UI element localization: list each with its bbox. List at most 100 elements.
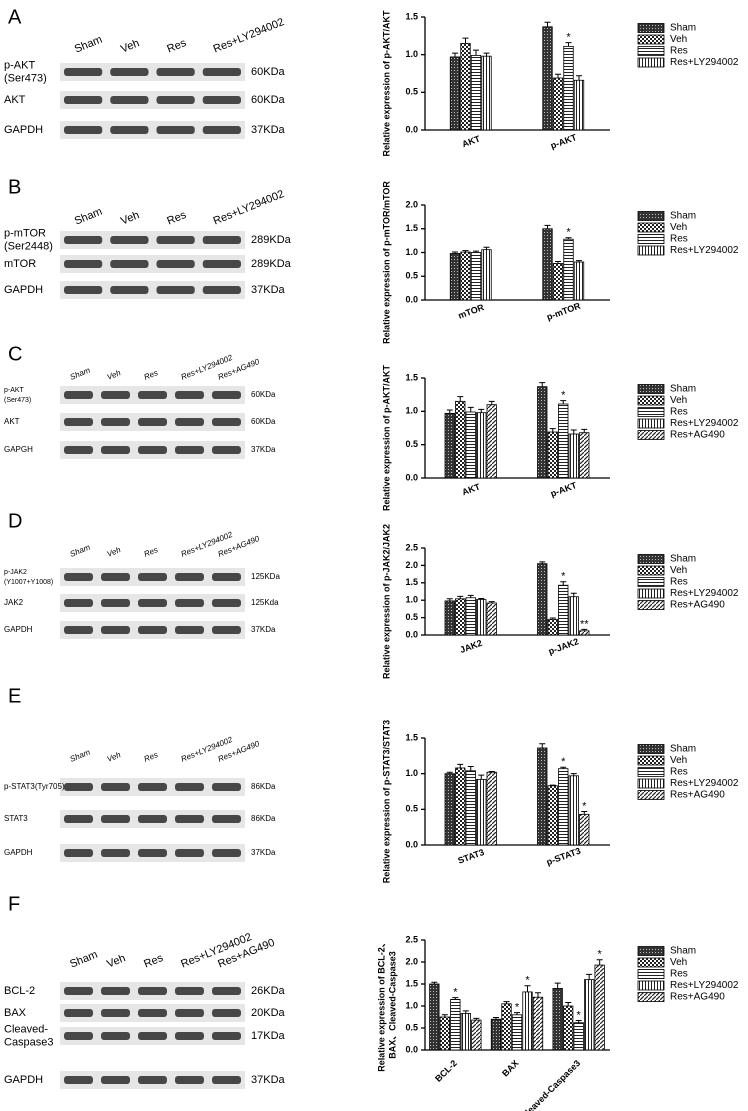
y-tick-label: 1.5 — [405, 223, 418, 233]
error-bar — [467, 594, 474, 598]
bar — [486, 404, 497, 479]
bar — [455, 767, 466, 846]
legend-swatch — [637, 980, 665, 991]
blot-band — [156, 260, 195, 268]
error-bar — [452, 997, 459, 1000]
protein-label: Caspase3 — [4, 1036, 54, 1048]
error-bar — [462, 37, 469, 44]
significance: * — [566, 227, 571, 239]
blot-band — [101, 446, 130, 454]
blot-band — [110, 236, 149, 244]
bar — [558, 584, 569, 636]
blot-band — [175, 815, 204, 823]
protein-label: GAPGH — [4, 445, 33, 454]
y-tick-label: 2.0 — [405, 956, 418, 966]
bar — [511, 1014, 523, 1051]
legend-swatch — [637, 245, 665, 256]
y-axis-label: Relative expression of p-AKT/AKT — [381, 364, 391, 511]
significance: * — [525, 975, 530, 987]
error-bar — [544, 21, 551, 27]
blot-band — [64, 68, 103, 76]
legend-swatch — [637, 767, 665, 777]
legend-swatch — [637, 430, 665, 440]
error-bar — [483, 52, 490, 57]
size-label: 125KDa — [251, 572, 280, 581]
protein-label: GAPDH — [4, 284, 43, 296]
error-bar — [570, 592, 577, 597]
blot-band — [156, 286, 195, 294]
blot-band — [101, 626, 130, 634]
bar — [563, 45, 574, 131]
error-bar — [560, 766, 567, 769]
blot-band — [175, 783, 204, 791]
blot-band — [212, 573, 241, 581]
y-tick-label: 1.0 — [405, 595, 418, 605]
protein-label: GAPDH — [4, 625, 33, 634]
error-bar — [493, 1016, 499, 1020]
blot-band — [101, 599, 130, 607]
error-bar — [446, 409, 453, 414]
blot-band — [110, 68, 149, 76]
error-bar — [555, 261, 561, 264]
panel-letter: F — [8, 893, 20, 915]
legend-swatch — [637, 418, 665, 429]
y-tick-label: 2.5 — [405, 934, 418, 944]
blot-band — [175, 1076, 204, 1084]
y-axis-label: Relative expression of p-mTOR/mTOR — [381, 181, 391, 344]
blot-band — [138, 599, 167, 607]
blot-band — [175, 849, 204, 857]
bar — [542, 26, 553, 131]
blot-band — [138, 1076, 167, 1084]
legend-label: Res+LY294002 — [670, 57, 739, 68]
y-tick-label: 0.5 — [405, 612, 418, 622]
blot-band — [64, 236, 103, 244]
blot-band — [202, 236, 241, 244]
x-tick-label: p-STAT3 — [545, 846, 582, 868]
lane-label: Res — [165, 209, 188, 228]
y-tick-label: 0.0 — [405, 124, 418, 134]
error-bar — [473, 1017, 480, 1021]
legend-swatch — [637, 600, 665, 610]
blot-band — [64, 446, 93, 454]
blot-band — [212, 815, 241, 823]
blot-band — [110, 126, 149, 134]
legend-swatch — [637, 222, 665, 233]
bar — [450, 999, 461, 1051]
bar — [501, 1003, 512, 1051]
legend-swatch — [637, 957, 665, 968]
blot-band — [64, 260, 103, 268]
size-label: 60KDa — [251, 66, 286, 78]
y-axis-label: Relative expression of BCL-2、 — [376, 938, 386, 1072]
error-bar — [549, 428, 556, 432]
lane-label: Res — [165, 37, 188, 56]
size-label: 86KDa — [251, 782, 276, 791]
bar — [568, 775, 579, 846]
y-tick-label: 1.5 — [405, 978, 418, 988]
error-bar — [478, 408, 485, 413]
y-tick-label: 0.0 — [405, 1044, 418, 1054]
size-label: 37KDa — [251, 848, 276, 857]
lane-label: Res — [143, 545, 160, 559]
panel-letter: C — [8, 343, 22, 365]
bar — [537, 563, 548, 636]
y-axis-label: Relative expression of p-AKT/AKT — [381, 10, 391, 157]
blot-band — [64, 783, 93, 791]
legend-label: Sham — [670, 384, 696, 395]
blot-band — [175, 391, 204, 399]
lane-label: Res — [143, 368, 160, 382]
error-bar — [581, 628, 588, 631]
lane-label: Sham — [69, 366, 92, 382]
legend-swatch — [637, 407, 665, 417]
error-bar — [467, 766, 474, 771]
y-axis-label: BAX、Cleaved-Caspase3 — [387, 951, 397, 1059]
legend-swatch — [637, 744, 665, 754]
blot-band — [175, 987, 204, 995]
blot-band — [64, 418, 93, 426]
bar — [552, 263, 564, 301]
legend-label: Res+LY294002 — [670, 588, 739, 599]
size-label: 60KDa — [251, 390, 276, 399]
blot-band — [212, 418, 241, 426]
bar — [537, 747, 548, 846]
protein-label: AKT — [4, 417, 20, 426]
lane-label: Veh — [106, 750, 123, 764]
